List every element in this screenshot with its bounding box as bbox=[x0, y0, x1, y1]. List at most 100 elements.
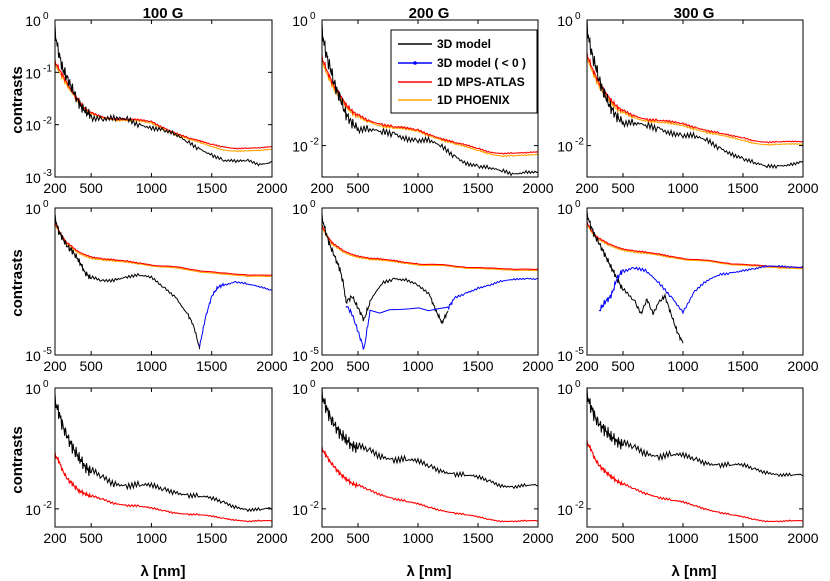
series-line-3d-model bbox=[322, 21, 538, 177]
x-tick-label: 1000 bbox=[667, 530, 698, 546]
y-tick-label-base: 10 bbox=[25, 118, 41, 134]
x-axis-label-300g: λ [nm] bbox=[672, 563, 717, 580]
x-tick-label: 2000 bbox=[787, 358, 818, 374]
y-tick-label-base: 10 bbox=[25, 502, 41, 518]
x-tick-label: 1000 bbox=[667, 358, 698, 374]
series-line-3d-model bbox=[587, 20, 803, 170]
x-tick-label: 1000 bbox=[136, 530, 167, 546]
x-tick-label: 2000 bbox=[256, 358, 287, 374]
series-line-1d-mps-atlas bbox=[55, 452, 272, 523]
series-line-1d-mps-atlas bbox=[587, 221, 803, 269]
series-line-3d-model bbox=[55, 392, 272, 513]
x-tick-label: 1000 bbox=[136, 180, 167, 196]
plot-frame bbox=[54, 19, 273, 178]
y-tick-label-base: 10 bbox=[557, 13, 573, 29]
series-line-1d-mps-atlas bbox=[322, 446, 538, 523]
x-tick-label: 200 bbox=[43, 530, 67, 546]
column-title-100g: 100 G bbox=[143, 5, 184, 22]
x-tick-label: 1500 bbox=[196, 358, 227, 374]
y-axis-labels: contrasts contrasts contrasts bbox=[9, 66, 26, 494]
y-tick-label-exponent: -5 bbox=[310, 346, 319, 357]
x-axis-labels: λ [nm] λ [nm] λ [nm] bbox=[141, 563, 717, 580]
series-group bbox=[587, 210, 803, 344]
series-line-1d-phoenix bbox=[322, 225, 538, 272]
series-line-3d-model-0 bbox=[345, 277, 538, 350]
x-tick-label: 200 bbox=[43, 180, 67, 196]
y-tick-label-exponent: 0 bbox=[43, 199, 49, 210]
y-tick-label-base: 10 bbox=[292, 139, 308, 155]
x-tick-label: 1500 bbox=[462, 180, 493, 196]
series-group bbox=[55, 24, 272, 167]
x-tick-label: 1000 bbox=[136, 358, 167, 374]
series-line-1d-mps-atlas bbox=[55, 221, 272, 276]
y-tick-label-exponent: -2 bbox=[43, 116, 52, 127]
y-tick-label-base: 10 bbox=[292, 201, 308, 217]
plot-frame bbox=[321, 387, 539, 528]
y-tick-label-exponent: -5 bbox=[43, 346, 52, 357]
x-tick-label: 500 bbox=[79, 180, 103, 196]
x-tick-label: 1000 bbox=[402, 358, 433, 374]
series-line-3d-model bbox=[55, 24, 272, 167]
legend-marker-3d-model-negative bbox=[413, 61, 417, 65]
series-group bbox=[55, 213, 272, 350]
y-tick-label-exponent: 0 bbox=[575, 199, 581, 210]
x-tick-label: 1500 bbox=[462, 530, 493, 546]
legend: 3D model 3D model ( < 0 ) 1D MPS-ATLAS 1… bbox=[390, 29, 538, 114]
y-tick-label-exponent: 0 bbox=[43, 379, 49, 390]
series-group bbox=[322, 388, 538, 523]
plot-frame bbox=[54, 387, 273, 528]
y-tick-label-exponent: -2 bbox=[575, 500, 584, 511]
plot-frame bbox=[586, 387, 804, 528]
x-tick-label: 200 bbox=[310, 180, 334, 196]
series-line-3d-model-0 bbox=[598, 264, 803, 315]
x-tick-label: 500 bbox=[611, 180, 635, 196]
plot-frame bbox=[321, 207, 539, 356]
series-line-3d-model bbox=[322, 388, 538, 490]
legend-label-1d-phoenix: 1D PHOENIX bbox=[437, 93, 510, 107]
y-tick-label-base: 10 bbox=[557, 348, 573, 364]
y-tick-label-base: 10 bbox=[557, 381, 573, 397]
x-tick-label: 500 bbox=[79, 530, 103, 546]
series-group bbox=[587, 388, 803, 523]
plot-frame bbox=[54, 207, 273, 356]
series-line-3d-model bbox=[322, 213, 449, 325]
x-axis-label-100g: λ [nm] bbox=[141, 563, 186, 580]
x-tick-label: 1500 bbox=[196, 180, 227, 196]
series-line-1d-mps-atlas bbox=[322, 55, 538, 155]
series-line-1d-phoenix bbox=[55, 222, 272, 277]
y-axis-label-row2: contrasts bbox=[9, 249, 26, 317]
y-tick-label-base: 10 bbox=[292, 348, 308, 364]
y-tick-label-exponent: -1 bbox=[43, 63, 52, 74]
y-tick-label-exponent: -2 bbox=[310, 137, 319, 148]
y-tick-label-base: 10 bbox=[25, 65, 41, 81]
x-tick-label: 2000 bbox=[522, 180, 553, 196]
legend-label-3d-model: 3D model bbox=[437, 37, 491, 51]
series-line-3d-model bbox=[587, 388, 803, 478]
legend-label-3d-model-negative: 3D model ( < 0 ) bbox=[437, 56, 526, 70]
y-tick-label-exponent: 0 bbox=[310, 199, 316, 210]
x-tick-label: 2000 bbox=[787, 180, 818, 196]
y-tick-label-exponent: -3 bbox=[43, 168, 52, 179]
x-tick-label: 2000 bbox=[522, 358, 553, 374]
x-tick-label: 200 bbox=[310, 358, 334, 374]
series-line-1d-phoenix bbox=[587, 222, 803, 270]
x-tick-label: 500 bbox=[611, 358, 635, 374]
series-group bbox=[322, 21, 538, 177]
y-tick-label-exponent: 0 bbox=[310, 11, 316, 22]
y-tick-label-base: 10 bbox=[557, 139, 573, 155]
x-tick-label: 2000 bbox=[256, 530, 287, 546]
series-group bbox=[322, 213, 538, 350]
y-tick-label-base: 10 bbox=[25, 13, 41, 29]
plot-frame bbox=[321, 19, 539, 178]
y-tick-label-base: 10 bbox=[292, 13, 308, 29]
x-tick-label: 200 bbox=[575, 358, 599, 374]
y-tick-label-base: 10 bbox=[25, 381, 41, 397]
series-line-1d-mps-atlas bbox=[322, 224, 538, 270]
x-tick-label: 1500 bbox=[727, 358, 758, 374]
